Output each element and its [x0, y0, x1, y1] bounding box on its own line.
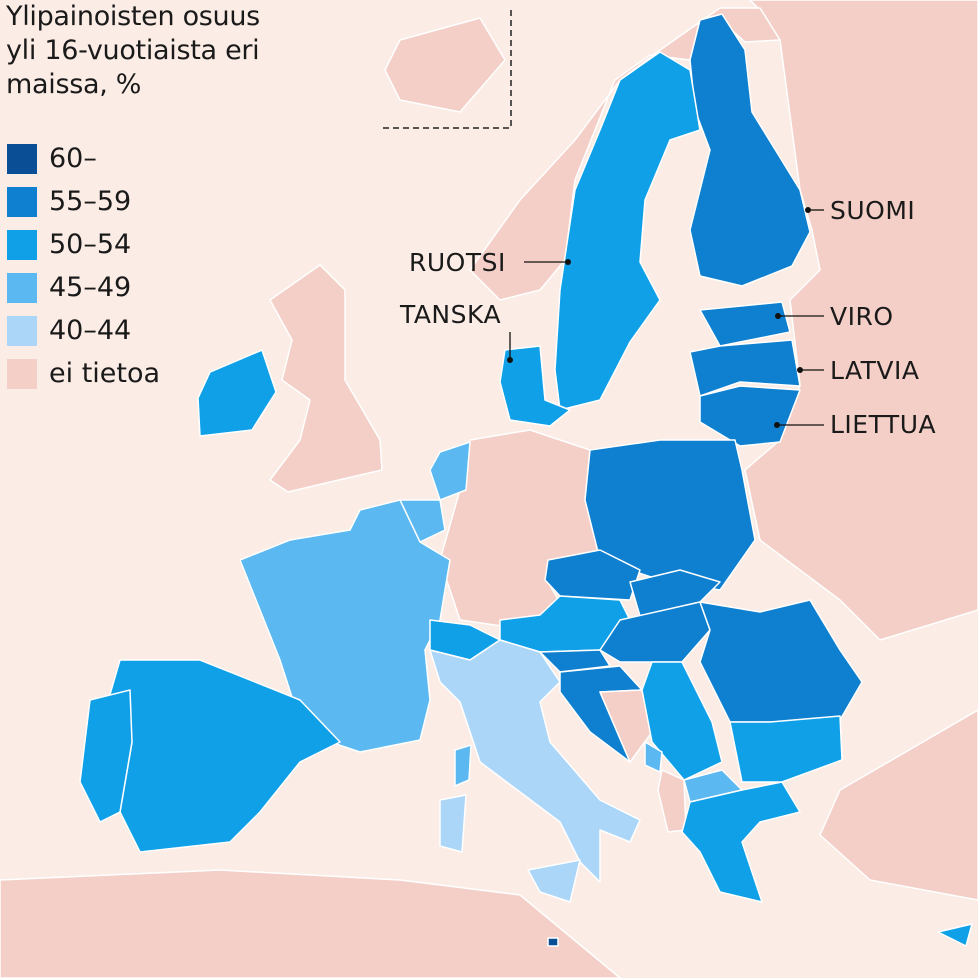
legend-swatch [7, 143, 37, 174]
country-cyprus [937, 923, 973, 947]
country-united-kingdom [269, 264, 383, 493]
country-greece [681, 781, 801, 903]
country-turkey [819, 709, 978, 901]
map-title: Ylipainoisten osuus yli 16-vuotiaista er… [6, 0, 260, 102]
legend-swatch [7, 315, 37, 346]
country-slovakia [629, 569, 721, 617]
country-iceland [384, 17, 506, 113]
leader-dot-viro [775, 313, 781, 319]
legend-label: 55–59 [49, 186, 132, 217]
country-estonia [699, 301, 791, 347]
country-portugal [79, 689, 133, 823]
country-serbia [641, 661, 723, 781]
label-tanska: TANSKA [400, 300, 502, 329]
label-ruotsi: RUOTSI [409, 248, 506, 277]
legend-label: 50–54 [49, 229, 132, 260]
country-slovenia [539, 649, 611, 673]
legend-item-45-49: 45–49 [7, 266, 160, 309]
country-denmark [499, 345, 571, 427]
country-bulgaria [729, 715, 843, 783]
legend: 60– 55–59 50–54 45–49 40–44 ei tietoa [7, 137, 160, 395]
label-suomi: SUOMI [830, 196, 916, 225]
country-romania [699, 599, 863, 723]
legend-swatch [7, 272, 37, 303]
leader-dot-tanska [507, 357, 513, 363]
legend-swatch [7, 186, 37, 217]
title-line-2: yli 16-vuotiaista eri [6, 35, 260, 66]
legend-label: 40–44 [49, 315, 132, 346]
legend-swatch [7, 358, 37, 389]
label-latvia: LATVIA [830, 356, 920, 385]
country-lithuania [699, 385, 801, 447]
country-poland [584, 439, 756, 591]
leader-dot-latvia [797, 367, 803, 373]
country-netherlands [429, 441, 471, 501]
inset-frame [380, 10, 512, 129]
legend-item-60plus: 60– [7, 137, 160, 180]
legend-item-40-44: 40–44 [7, 309, 160, 352]
country-sweden [554, 51, 701, 411]
legend-label: 45–49 [49, 272, 132, 303]
legend-item-50-54: 50–54 [7, 223, 160, 266]
country-sicily [527, 859, 581, 903]
legend-item-no-data: ei tietoa [7, 352, 160, 395]
country-sardinia [439, 794, 467, 853]
country-czechia [544, 549, 641, 601]
label-viro: VIRO [830, 302, 894, 331]
label-liettua: LIETTUA [830, 410, 937, 439]
country-france [239, 499, 451, 753]
legend-swatch [7, 229, 37, 260]
leader-dot-liettua [774, 422, 780, 428]
leader-dot-suomi [805, 207, 811, 213]
country-ireland [197, 349, 277, 437]
legend-label: 60– [49, 143, 97, 174]
country-corsica [454, 744, 472, 787]
legend-item-55-59: 55–59 [7, 180, 160, 223]
country-africa [0, 869, 621, 978]
country-albania [657, 769, 687, 833]
country-malta [547, 937, 559, 947]
country-montenegro [644, 741, 663, 773]
title-line-1: Ylipainoisten osuus [6, 1, 260, 32]
legend-label: ei tietoa [49, 358, 161, 389]
title-line-3: maissa, % [6, 69, 142, 100]
country-italy [429, 639, 641, 883]
leader-dot-ruotsi [565, 259, 571, 265]
